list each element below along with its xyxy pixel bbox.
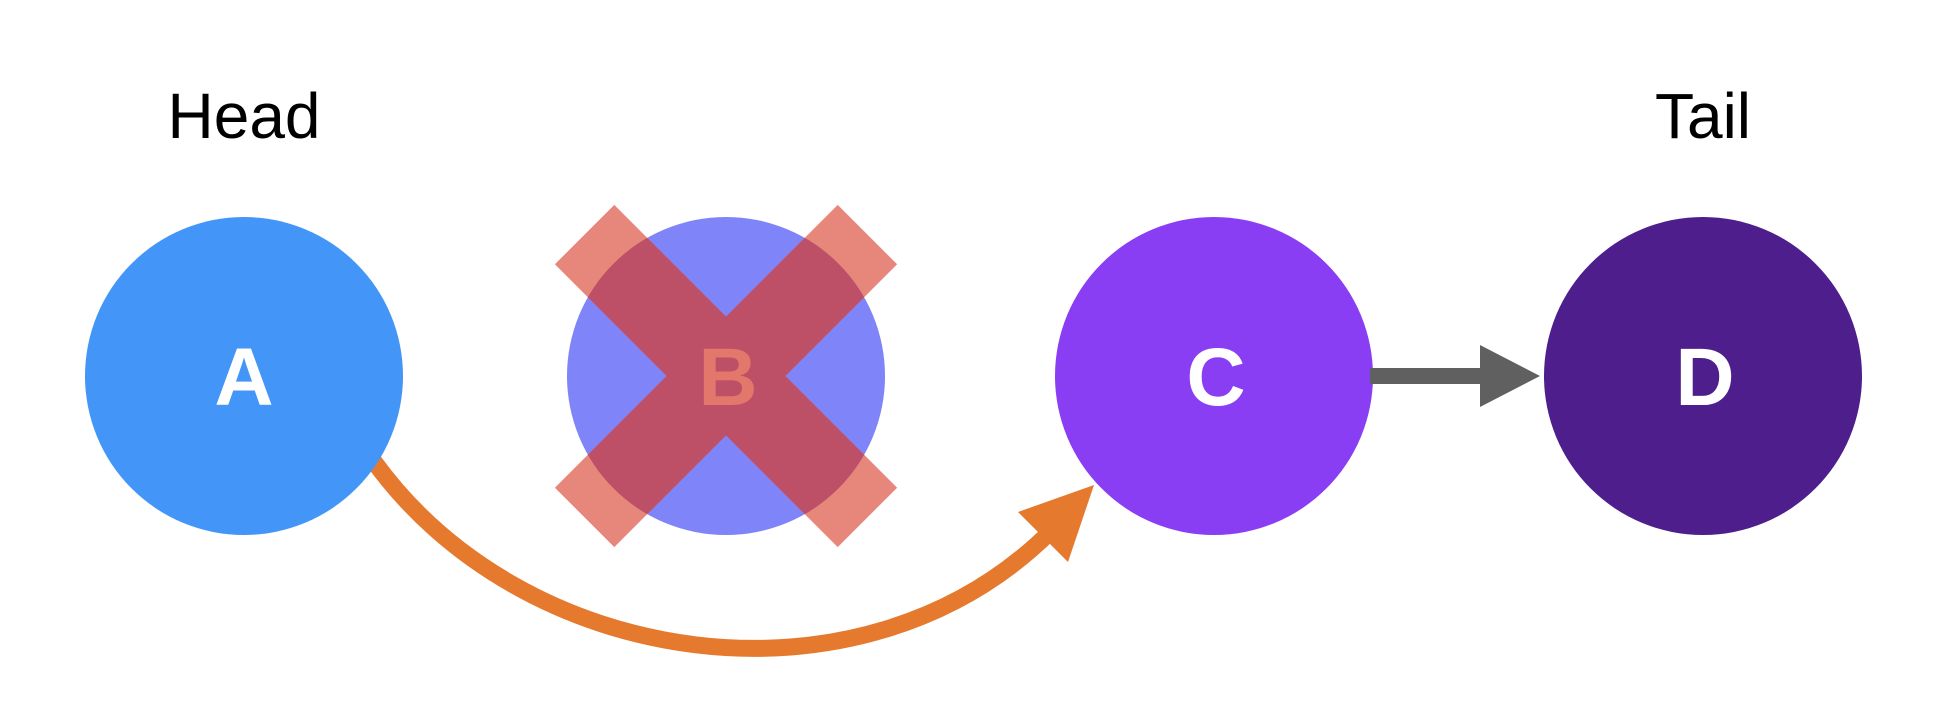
link-arrow-line: [1370, 368, 1482, 384]
node-b: B: [554, 204, 898, 548]
head-label: Head: [168, 80, 321, 152]
node-d: D: [1544, 217, 1862, 535]
x-mark-overlap: [567, 217, 885, 535]
node-c: C: [1055, 217, 1373, 535]
node-b-letter: B: [698, 332, 757, 423]
node-d-letter: D: [1675, 332, 1734, 423]
node-c-letter: C: [1186, 332, 1245, 423]
bypass-arrow-line: [363, 451, 1056, 657]
link-arrow-head: [1480, 345, 1540, 407]
node-a: A: [85, 217, 403, 535]
node-a-circle: [85, 217, 403, 535]
node-c-circle: [1055, 217, 1373, 535]
tail-label: Tail: [1655, 80, 1751, 152]
link-arrow-c-to-d: [1370, 345, 1540, 407]
node-a-letter: A: [214, 332, 273, 423]
bypass-arrow-head: [1018, 485, 1094, 562]
node-d-circle: [1544, 217, 1862, 535]
